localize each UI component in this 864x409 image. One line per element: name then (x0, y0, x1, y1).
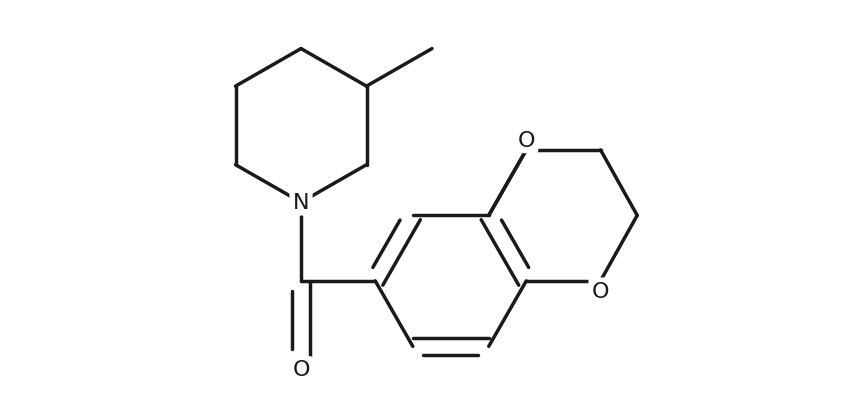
Text: N: N (293, 193, 309, 213)
Text: O: O (518, 130, 535, 151)
Text: O: O (292, 360, 310, 380)
Text: O: O (592, 281, 609, 301)
